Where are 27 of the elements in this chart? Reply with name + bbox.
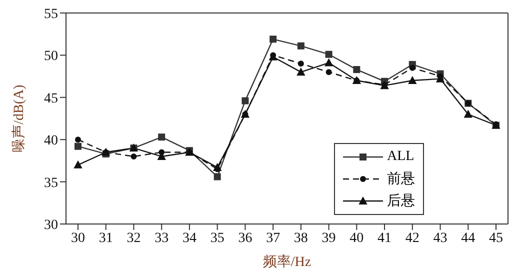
x-tick-label: 36	[238, 230, 252, 246]
x-tick-label: 44	[461, 230, 476, 246]
x-tick-label: 38	[294, 230, 308, 246]
y-tick-label: 55	[44, 6, 58, 22]
legend-label: 前悬	[387, 170, 415, 188]
y-tick-label: 45	[44, 91, 58, 106]
legend-label: 后悬	[387, 192, 415, 210]
x-tick-label: 45	[489, 230, 503, 246]
x-tick-label: 37	[266, 230, 280, 246]
x-tick-label: 34	[182, 230, 196, 246]
x-tick-label: 39	[322, 230, 336, 246]
y-tick-label: 30	[44, 218, 58, 233]
x-tick-label: 43	[433, 230, 448, 246]
y-axis-title: 噪声/dB(A)	[10, 84, 27, 152]
legend-label: ALL	[387, 149, 414, 165]
x-tick-label: 32	[126, 230, 141, 246]
x-tick-label: 42	[405, 230, 420, 246]
x-tick-label: 33	[154, 230, 169, 246]
x-tick-label: 41	[378, 230, 392, 246]
x-axis-title: 频率/Hz	[262, 254, 312, 270]
x-tick-label: 31	[98, 230, 113, 246]
x-tick-label: 30	[71, 230, 85, 246]
y-tick-label: 50	[44, 49, 58, 64]
x-tick-label: 40	[350, 230, 364, 246]
y-tick-label: 35	[44, 176, 58, 191]
y-tick-label: 40	[44, 134, 58, 149]
x-tick-label: 35	[210, 230, 224, 246]
